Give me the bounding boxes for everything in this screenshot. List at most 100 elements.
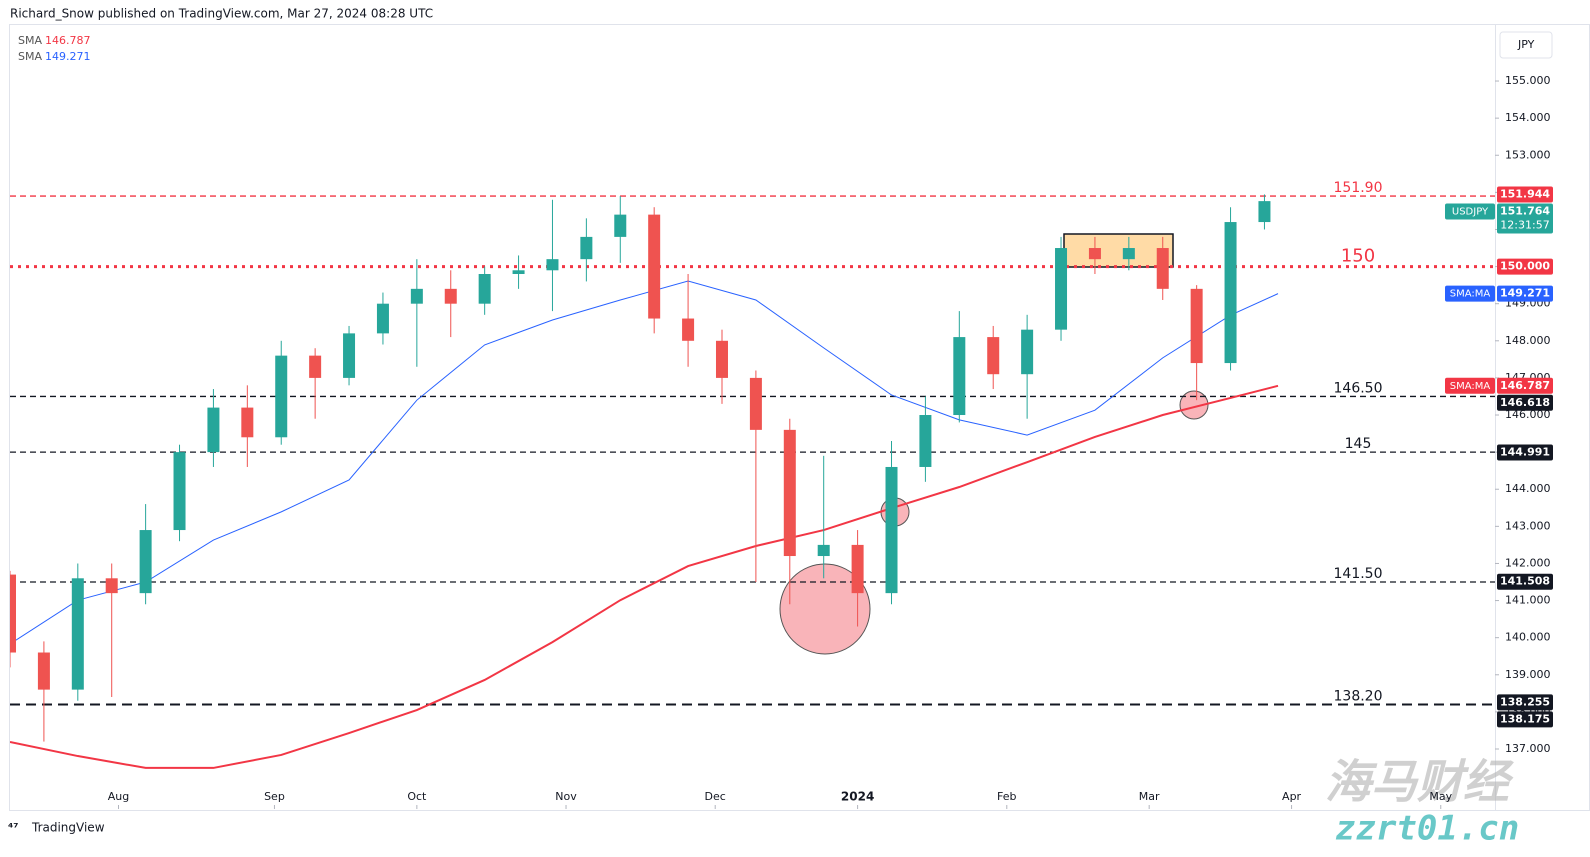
price-tag-label: 151.764 [1500, 204, 1550, 217]
candle-body [478, 274, 491, 304]
y-tick-label: 141.000 [1505, 594, 1551, 607]
candle-body [682, 318, 695, 341]
candle-body [275, 355, 288, 438]
candle-body [309, 355, 322, 378]
price-tag [1497, 285, 1553, 302]
price-tag-label: 150.000 [1500, 260, 1550, 273]
price-tag [1497, 258, 1553, 275]
x-tick-label: Dec [705, 790, 726, 803]
candle-body [1122, 248, 1135, 260]
price-tag-name: SMA:MA [1450, 289, 1491, 300]
candle-body [1258, 201, 1271, 223]
range-box [1063, 233, 1174, 268]
brand-logo: ⁴⁷ [8, 821, 19, 835]
y-tick-label: 146.000 [1505, 408, 1551, 421]
price-tag [1497, 694, 1553, 711]
publisher: Richard_Snow published on TradingView.co… [10, 7, 433, 21]
price-tag-name-box [1445, 377, 1495, 394]
price-tag [1497, 573, 1553, 590]
y-tick-label: 153.000 [1505, 148, 1551, 161]
y-tick-label: 139.000 [1505, 668, 1551, 681]
currency-button[interactable] [1499, 31, 1553, 59]
candle-body [953, 337, 966, 416]
price-tag [1497, 394, 1553, 411]
candle-body [410, 288, 423, 304]
candle-body [648, 214, 661, 319]
price-tag [1497, 186, 1553, 203]
highlight-circle [779, 563, 871, 655]
candle-body [512, 270, 525, 275]
countdown: 12:31:57 [1500, 218, 1549, 231]
candle-body [343, 333, 356, 378]
brand: TradingView [31, 821, 105, 835]
x-tick-label: Oct [407, 790, 427, 803]
price-tag-name: SMA:MA [1450, 381, 1491, 392]
candle-body [987, 337, 1000, 375]
candle-body [885, 466, 898, 594]
highlight-circle [1179, 390, 1209, 420]
x-tick-label: Feb [997, 790, 1016, 803]
y-tick-label: 137.000 [1505, 742, 1551, 755]
y-tick-label: 142.000 [1505, 556, 1551, 569]
y-tick-label: 148.000 [1505, 334, 1551, 347]
candle-body [749, 377, 762, 430]
legend-value: 146.787 [45, 34, 91, 47]
legend-name: SMA [18, 50, 42, 63]
x-tick-label: Mar [1139, 790, 1160, 803]
candle-body [851, 544, 864, 594]
price-tag-label: 141.508 [1500, 575, 1550, 588]
price-tag-label: 138.255 [1500, 695, 1550, 708]
level-label: 145 [1345, 436, 1372, 452]
price-tag-name: USDJPY [1452, 206, 1489, 217]
level-label: 151.90 [1334, 180, 1383, 196]
y-tick-label: 144.000 [1505, 482, 1551, 495]
y-tick-label: 140.000 [1505, 631, 1551, 644]
plot-area [10, 194, 1495, 769]
candle-body [1055, 248, 1068, 330]
candle-body [444, 288, 457, 304]
price-tag-label: 146.787 [1500, 379, 1550, 392]
candle-body [1224, 222, 1237, 364]
candle-body [919, 415, 932, 467]
y-tick-label: 154.000 [1505, 111, 1551, 124]
watermark-site: zzrt01.cn [1335, 809, 1519, 849]
x-tick-label: 2024 [841, 790, 874, 804]
x-tick-label: Aug [108, 790, 129, 803]
price-tag-name-box [1445, 285, 1495, 302]
price-tag [1497, 203, 1553, 234]
currency[interactable]: JPY [1517, 38, 1535, 51]
level-label: 138.20 [1334, 688, 1383, 704]
candle-body [715, 340, 728, 378]
candle-body [241, 407, 254, 438]
watermark: 海马财经 [1325, 755, 1514, 809]
candle-body [817, 544, 830, 557]
candle-body [139, 530, 152, 594]
x-tick-label: Sep [264, 790, 285, 803]
candle-body [546, 259, 559, 271]
legend-value: 149.271 [45, 50, 91, 63]
price-tag [1497, 444, 1553, 461]
level-label: 146.50 [1334, 380, 1383, 396]
x-tick-label: Nov [555, 790, 577, 803]
candle-body [376, 303, 389, 334]
y-tick-label: 143.000 [1505, 519, 1551, 532]
candle-body [1088, 248, 1101, 260]
candle-body [10, 574, 16, 653]
price-tag-label: 138.175 [1500, 712, 1550, 725]
candle-body [71, 578, 84, 690]
candle-body [783, 429, 796, 557]
candle-body [1021, 329, 1034, 375]
x-tick-label: Apr [1282, 790, 1302, 803]
y-tick-label: 155.000 [1505, 74, 1551, 87]
x-tick-label: May [1429, 790, 1452, 803]
price-tag-label: 146.618 [1500, 396, 1550, 409]
sma-line [10, 384, 1279, 769]
candle-body [614, 214, 627, 237]
price-tag [1497, 711, 1553, 728]
candle-body [37, 652, 50, 690]
level-label: 150 [1341, 246, 1375, 267]
price-tag-label: 151.944 [1500, 187, 1550, 200]
candle-body [173, 452, 186, 531]
